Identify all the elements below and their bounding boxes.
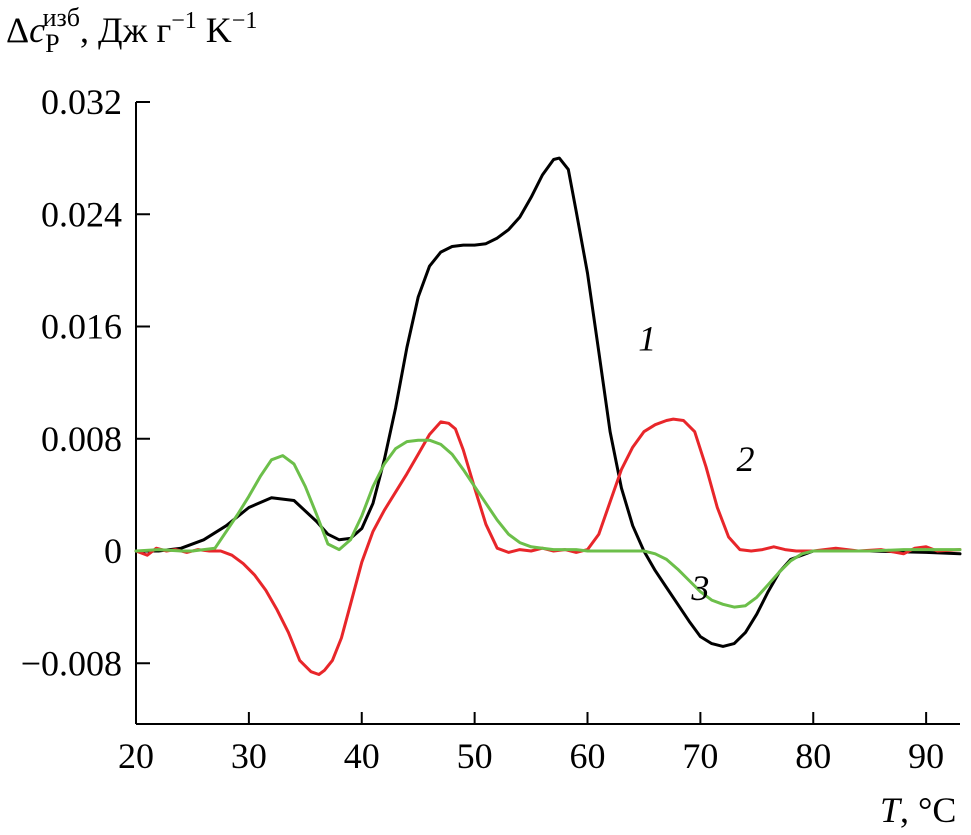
series-1-line	[134, 156, 962, 648]
x-tick-label-2: 40	[344, 736, 380, 776]
x-tick-label-7: 90	[908, 736, 944, 776]
y-axis-title-exp2: −1	[232, 8, 258, 34]
x-axis-title-unit: , °C	[900, 790, 956, 830]
x-tick-label-0: 20	[118, 736, 154, 776]
y-tick-label-1: 0	[104, 531, 122, 571]
y-axis-title-sup: изб	[43, 3, 80, 32]
y-axis-title: ΔcPизб, Дж г−1 K−1	[6, 3, 257, 58]
series-3-line	[134, 438, 962, 609]
y-tick-label-3: 0.016	[41, 307, 122, 347]
y-axis-title-sub: P	[45, 29, 59, 58]
y-tick-label-2: 0.008	[41, 419, 122, 459]
x-tick-label-4: 60	[570, 736, 606, 776]
y-tick-label-4: 0.024	[41, 194, 122, 234]
y-axis-title-delta: Δ	[6, 10, 29, 50]
y-axis-title-units-mid: K	[197, 10, 232, 50]
x-axis-title: T, °C	[880, 790, 956, 830]
series-3-label: 3	[690, 568, 709, 608]
x-axis-title-var: T	[880, 790, 903, 830]
y-axis-title-exp1: −1	[171, 8, 197, 34]
y-tick-label-5: 0.032	[41, 82, 122, 122]
x-tick-label-3: 50	[457, 736, 493, 776]
series-2-label: 2	[737, 439, 755, 479]
series-1-label: 1	[638, 318, 656, 358]
series-2-line	[134, 417, 962, 676]
x-tick-label-6: 80	[795, 736, 831, 776]
x-tick-label-1: 30	[231, 736, 267, 776]
x-tick-label-5: 70	[682, 736, 718, 776]
y-axis-title-units: , Дж г	[80, 10, 171, 50]
y-tick-label-0: −0.008	[21, 643, 122, 683]
y-axis-title-c: c	[29, 10, 45, 50]
